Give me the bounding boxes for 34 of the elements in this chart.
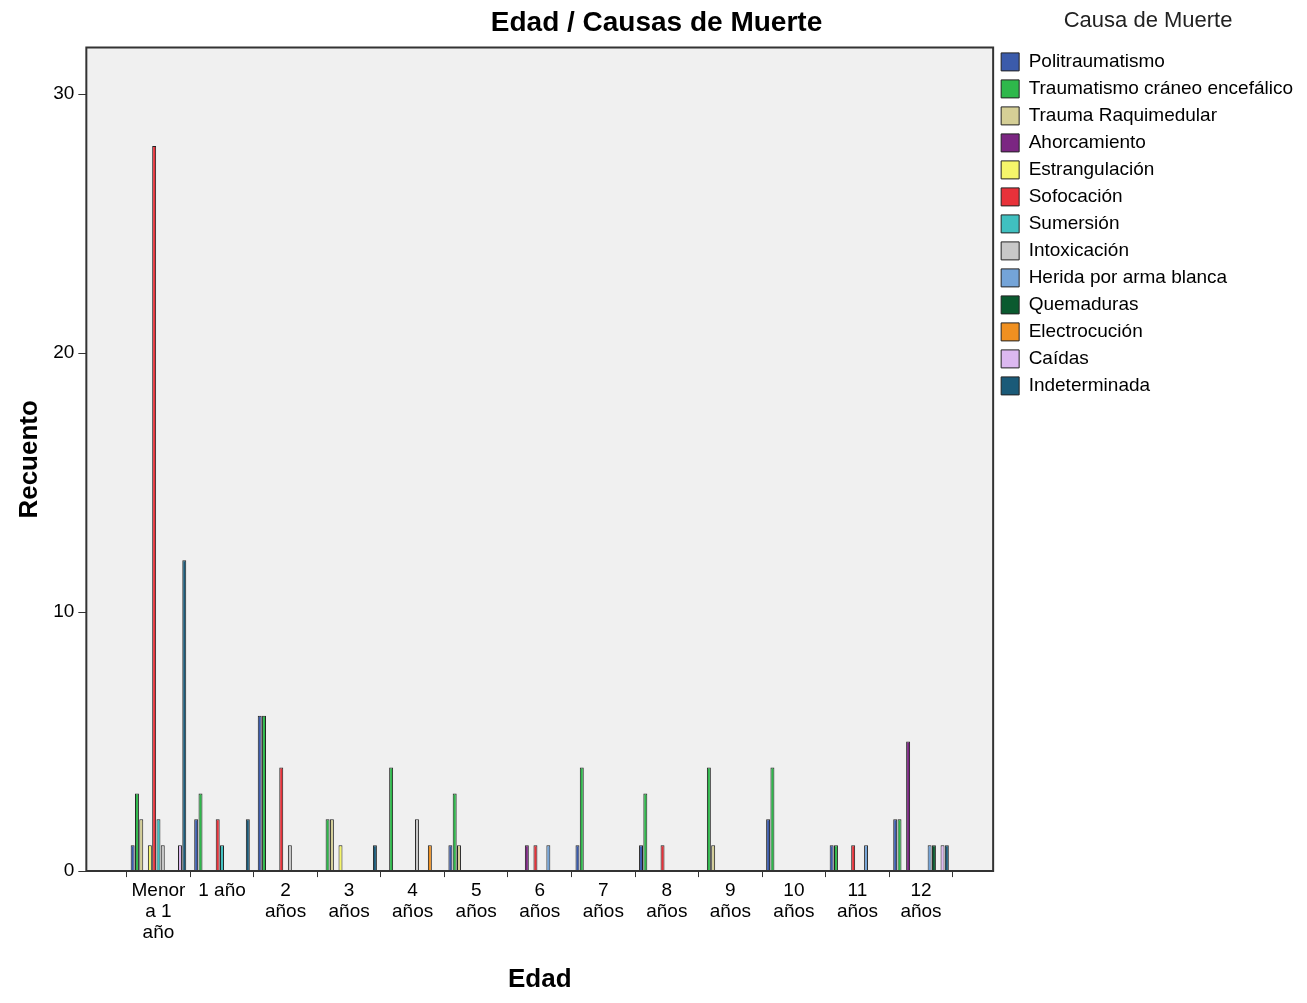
legend-label: Electrocución	[1028, 320, 1143, 342]
legend-label: Indeterminada	[1028, 374, 1151, 396]
x-tick-label: 6 años	[519, 878, 561, 921]
legend-title: Causa de Muerte	[1063, 7, 1233, 33]
legend-label: Politraumatismo	[1028, 50, 1165, 72]
y-tick-label: 30	[53, 82, 75, 104]
legend-label: Intoxicación	[1028, 239, 1129, 261]
x-tick-label: 11 años	[836, 878, 879, 921]
legend-label: Ahorcamiento	[1028, 131, 1146, 153]
legend-label: Sofocación	[1028, 185, 1123, 207]
y-tick-label: 20	[53, 341, 75, 363]
legend-label: Sumersión	[1028, 212, 1120, 234]
x-tick-label: 2 años	[264, 878, 307, 921]
legend-label: Trauma Raquimedular	[1028, 104, 1218, 126]
x-tick-label: 12 años	[900, 878, 942, 921]
x-tick-label: 8 años	[646, 878, 688, 921]
x-tick-label: 1 año	[198, 878, 246, 900]
x-tick-label: 10 años	[773, 878, 815, 921]
legend-label: Estrangulación	[1028, 158, 1155, 180]
legend-label: Herida por arma blanca	[1028, 266, 1228, 288]
y-axis-title: Recuento	[12, 400, 43, 519]
x-tick-label: 7 años	[582, 878, 624, 921]
y-tick-label: 0	[63, 859, 75, 881]
y-tick-label: 10	[53, 600, 75, 622]
x-tick-label: 5 años	[455, 878, 497, 921]
x-tick-label: Menor a 1 año	[131, 878, 187, 942]
x-axis-title: Edad	[507, 962, 572, 993]
x-tick-label: 9 años	[709, 878, 751, 921]
legend-label: Quemaduras	[1028, 293, 1139, 315]
chart-title: Edad / Causas de Muerte	[490, 5, 823, 37]
x-tick-label: 4 años	[392, 878, 434, 921]
legend-label: Caídas	[1028, 347, 1089, 369]
x-tick-label: 3 años	[328, 878, 370, 921]
legend-label: Traumatismo cráneo encefálico	[1028, 77, 1293, 99]
